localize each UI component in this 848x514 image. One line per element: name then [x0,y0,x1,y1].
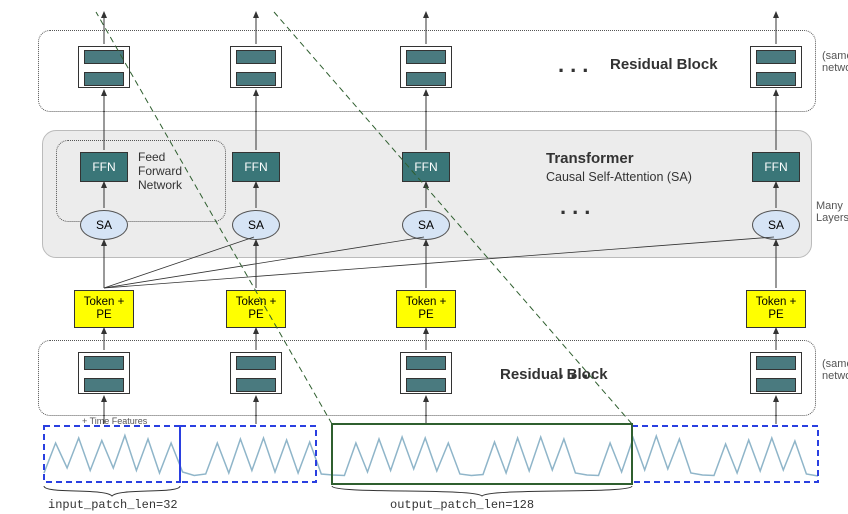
residual-block-bot-2 [230,352,282,396]
residual-block-label-top: Residual Block [610,56,718,73]
ffn-node-2: FFN [232,152,280,182]
sa-node-4: SA [752,210,800,240]
sa-node-3: SA [402,210,450,240]
many-layers-label: Many Layers [816,200,848,224]
transformer-title: Transformer [546,150,634,167]
ellipsis-mid: ... [560,194,596,220]
output-patch-label: output_patch_len=128 [390,498,534,512]
feed-forward-label: Feed Forward Network [138,150,182,192]
token-node-4: Token + PE [746,290,806,328]
residual-block-top-4 [750,46,802,90]
residual-block-bot-4 [750,352,802,396]
input-patch-label: input_patch_len=32 [48,498,178,512]
residual-block-top-1 [78,46,130,90]
ellipsis-top: ... [558,52,594,78]
same-network-bot: (same network) [822,358,848,382]
time-features-label: + Time Features [82,416,147,426]
sa-node-1: SA [80,210,128,240]
sa-node-2: SA [232,210,280,240]
diagram-root: FFN FFN FFN FFN SA SA SA SA Token + PE T… [0,0,848,514]
token-node-2: Token + PE [226,290,286,328]
transformer-subtitle: Causal Self-Attention (SA) [546,170,692,184]
ffn-node-3: FFN [402,152,450,182]
ffn-node-1: FFN [80,152,128,182]
residual-block-bot-1 [78,352,130,396]
residual-block-label-bot: Residual Block [500,366,608,383]
same-network-top: (same network) [822,50,848,74]
residual-block-top-2 [230,46,282,90]
token-node-1: Token + PE [74,290,134,328]
residual-block-top-3 [400,46,452,90]
residual-block-bot-3 [400,352,452,396]
token-node-3: Token + PE [396,290,456,328]
ffn-node-4: FFN [752,152,800,182]
